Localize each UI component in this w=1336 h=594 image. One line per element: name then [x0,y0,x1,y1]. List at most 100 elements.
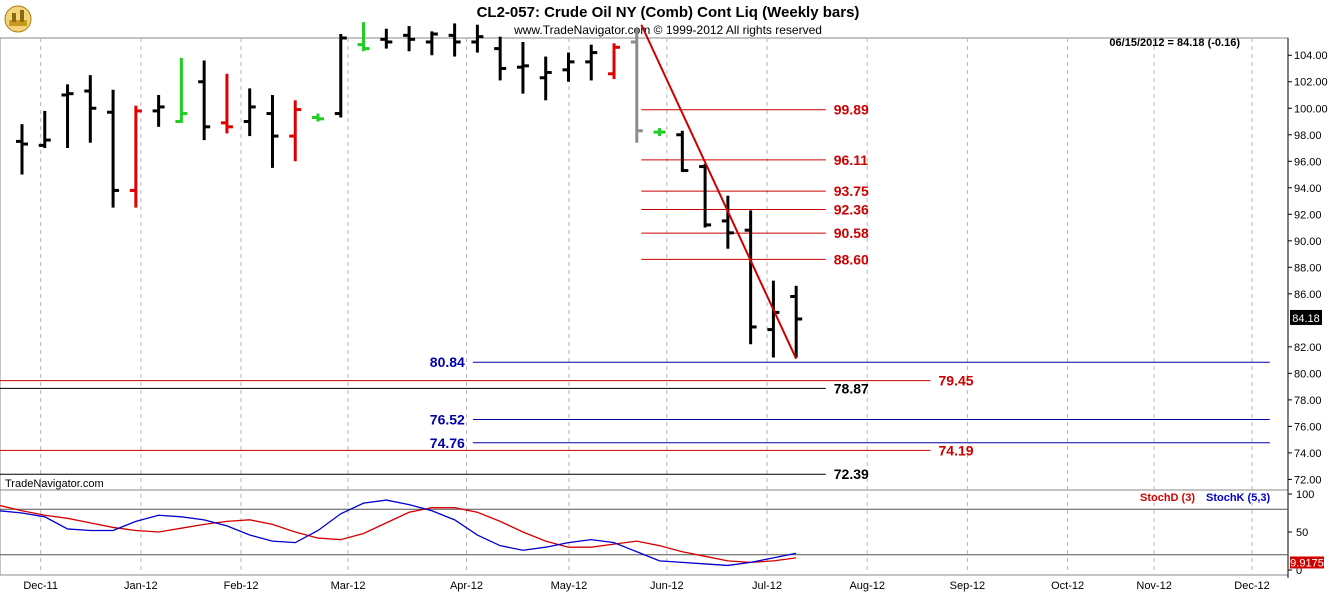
copyright-text: www.TradeNavigator.com © 1999-2012 All r… [513,23,822,37]
price-axis: 104.00 102.00 100.00 98.00 96.00 94.00 92.00 90… [1288,50,1328,577]
ohlc-bar [630,28,643,143]
ohlc-bar [38,110,51,149]
level-label: 93.75 [834,183,869,199]
x-tick-label: Dec-11 [23,580,58,592]
y-tick-label: 102.00 [1294,77,1328,89]
trendline-segment [640,24,798,360]
ohlc-bar [494,36,507,81]
level-label: 78.87 [834,380,869,396]
ohlc-bar [562,52,575,82]
ohlc-bar [516,41,529,94]
x-tick-label: Aug-12 [849,580,884,592]
y-tick-label: 72.00 [1294,474,1322,486]
level-label: 80.84 [430,354,465,370]
y-tick-label: 100.00 [1294,103,1328,115]
current-price-label: 84.18 [1292,313,1320,325]
stoch-y-tick-label: 50 [1296,527,1308,539]
last-quote: 06/15/2012 = 84.18 (-0.16) [1109,37,1240,49]
ohlc-bar [129,105,142,208]
ohlc-bar [721,195,734,249]
y-tick-label: 82.00 [1294,342,1322,354]
ohlc-bar [403,26,416,52]
level-label: 76.52 [430,411,465,427]
ohlc-bar [471,24,484,53]
ohlc-bar [266,94,279,168]
stoch-y-tick-label: 0 [1296,565,1302,577]
price-bars [16,22,803,358]
legend-stochk: StochK (5,3) [1206,492,1271,504]
ohlc-bar [357,22,370,52]
y-tick-label: 80.00 [1294,368,1322,380]
grid-lines [40,38,1253,575]
level-label: 88.60 [834,251,869,267]
ohlc-bar [334,34,347,118]
ohlc-bar [585,44,598,81]
price-panel-frame [0,37,1289,491]
ohlc-bar [653,128,666,137]
ohlc-bar [380,28,393,49]
y-tick-label: 98.00 [1294,130,1322,142]
y-tick-label: 86.00 [1294,289,1322,301]
level-label: 92.36 [834,202,869,218]
x-tick-label: Feb-12 [224,580,259,592]
stoch-current-label: 9.9175 [1290,557,1324,569]
level-label: 79.45 [939,373,974,389]
trendline [640,24,798,360]
x-tick-label: Nov-12 [1136,580,1171,592]
level-label: 96.11 [834,152,868,168]
ohlc-bar [425,31,438,56]
stochk-line [0,499,797,567]
ohlc-bar [699,163,712,228]
ohlc-bar [676,130,689,173]
ohlc-bar [448,23,461,57]
ohlc-bar [84,75,97,143]
x-tick-label: Sep-12 [950,580,985,592]
date-axis: Dec-11 Jan-12 Feb-12 Mar-12 Apr-12 May-12 Jun-… [23,580,1269,592]
ohlc-bar [61,84,74,149]
ohlc-bar [790,285,803,358]
y-tick-label: 88.00 [1294,262,1322,274]
ohlc-bar [107,89,120,208]
x-tick-label: Jan-12 [124,580,158,592]
ohlc-bar [198,60,211,141]
y-tick-label: 90.00 [1294,236,1322,248]
stochd-line [0,504,797,564]
ohlc-bar [16,124,28,175]
current-price-marker [1290,309,1322,325]
trade-navigator-logo-icon [4,5,32,33]
y-tick-label: 94.00 [1294,183,1322,195]
x-tick-label: Mar-12 [331,580,366,592]
ohlc-bar [744,210,757,345]
x-tick-label: Dec-12 [1234,580,1269,592]
ohlc-bar [539,56,552,101]
ohlc-bar [152,94,165,127]
level-label: 74.19 [939,442,974,458]
ohlc-bar [312,113,325,122]
y-tick-label: 76.00 [1294,421,1322,433]
stoch-panel-frame [0,489,1289,576]
y-tick-label: 78.00 [1294,395,1322,407]
x-tick-label: Oct-12 [1051,580,1084,592]
ohlc-bar [243,88,256,137]
legend-stochd: StochD (3) [1140,492,1195,504]
stoch-current-marker [1290,556,1324,569]
level-label: 99.89 [834,102,869,118]
y-tick-label: 74.00 [1294,448,1322,460]
y-tick-label: 104.00 [1294,50,1328,62]
y-tick-label: 92.00 [1294,209,1322,221]
level-label: 72.39 [834,466,869,482]
stochastic-indicator [0,499,1288,567]
ohlc-bar [608,43,621,80]
x-tick-label: Apr-12 [450,580,483,592]
ohlc-bar [175,57,188,124]
chart-title: CL2-057: Crude Oil NY (Comb) Cont Liq (W… [477,4,860,21]
x-tick-label: Jul-12 [752,580,782,592]
ohlc-bar [289,100,302,162]
level-lines: 99.89 96.11 93.75 92.36 90.58 88.60 80.84 79.45… [0,102,1270,482]
stoch-y-tick-label: 100 [1296,489,1314,501]
level-label: 90.58 [834,225,869,241]
ohlc-bar [220,73,233,134]
level-label: 74.76 [430,435,465,451]
